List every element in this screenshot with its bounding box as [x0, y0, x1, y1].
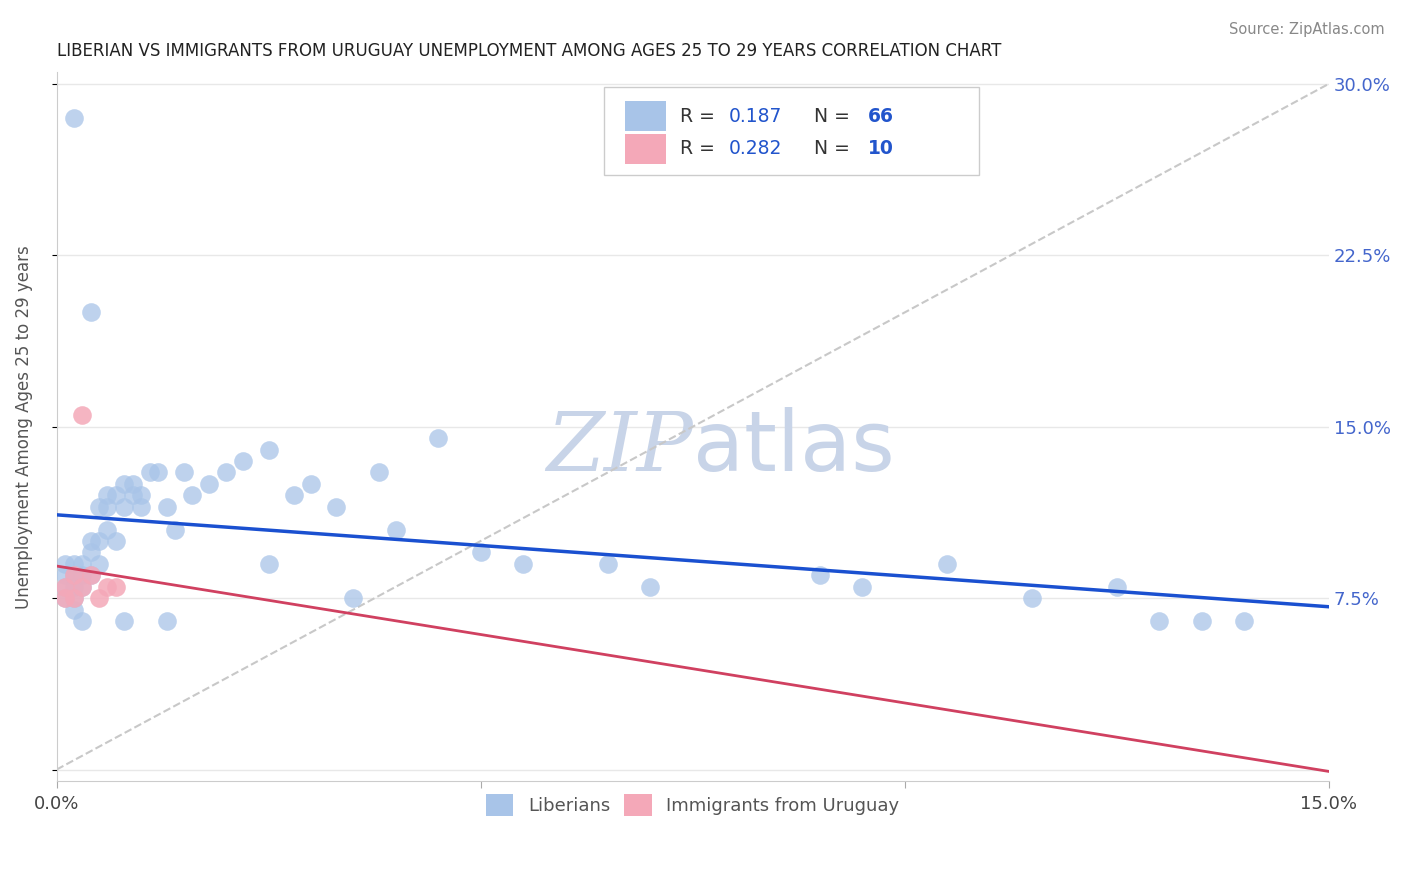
FancyBboxPatch shape	[603, 87, 979, 175]
Point	[96, 580, 118, 594]
Point	[87, 500, 110, 514]
Point	[257, 557, 280, 571]
Point	[596, 557, 619, 571]
Text: ZIP: ZIP	[546, 408, 693, 488]
Point	[640, 580, 662, 594]
Point	[283, 488, 305, 502]
Point	[1021, 591, 1043, 606]
Point	[70, 557, 93, 571]
Point	[512, 557, 534, 571]
Text: atlas: atlas	[693, 408, 894, 489]
Point	[114, 614, 136, 628]
Point	[367, 466, 389, 480]
Point	[62, 557, 84, 571]
Point	[104, 488, 127, 502]
Point	[70, 580, 93, 594]
Text: N =: N =	[814, 139, 855, 158]
Point	[53, 568, 76, 582]
Point	[79, 568, 101, 582]
Point	[70, 409, 93, 423]
Text: LIBERIAN VS IMMIGRANTS FROM URUGUAY UNEMPLOYMENT AMONG AGES 25 TO 29 YEARS CORRE: LIBERIAN VS IMMIGRANTS FROM URUGUAY UNEM…	[56, 42, 1001, 60]
Point	[53, 591, 76, 606]
Point	[70, 580, 93, 594]
Point	[215, 466, 238, 480]
Point	[299, 476, 322, 491]
Point	[87, 533, 110, 548]
Point	[79, 533, 101, 548]
Point	[96, 500, 118, 514]
Point	[104, 533, 127, 548]
Point	[325, 500, 347, 514]
Point	[181, 488, 204, 502]
Text: R =: R =	[681, 139, 721, 158]
Point	[148, 466, 170, 480]
Point	[114, 476, 136, 491]
Point	[87, 591, 110, 606]
Text: 0.282: 0.282	[728, 139, 782, 158]
Point	[936, 557, 959, 571]
Point	[232, 454, 254, 468]
Point	[87, 557, 110, 571]
Point	[79, 305, 101, 319]
Point	[131, 500, 153, 514]
Point	[53, 557, 76, 571]
Point	[851, 580, 873, 594]
FancyBboxPatch shape	[626, 134, 666, 164]
Point	[1191, 614, 1213, 628]
Point	[808, 568, 831, 582]
Point	[385, 523, 408, 537]
Point	[62, 602, 84, 616]
Point	[96, 488, 118, 502]
Text: 0.187: 0.187	[728, 107, 782, 126]
Point	[1147, 614, 1170, 628]
Text: 10: 10	[869, 139, 894, 158]
Point	[79, 545, 101, 559]
Legend: Liberians, Immigrants from Uruguay: Liberians, Immigrants from Uruguay	[477, 785, 908, 825]
Point	[257, 442, 280, 457]
Y-axis label: Unemployment Among Ages 25 to 29 years: Unemployment Among Ages 25 to 29 years	[15, 244, 32, 608]
FancyBboxPatch shape	[626, 102, 666, 131]
Point	[62, 591, 84, 606]
Point	[1105, 580, 1128, 594]
Point	[104, 580, 127, 594]
Point	[62, 111, 84, 125]
Point	[53, 591, 76, 606]
Point	[114, 500, 136, 514]
Text: N =: N =	[814, 107, 855, 126]
Point	[96, 523, 118, 537]
Point	[62, 568, 84, 582]
Point	[70, 568, 93, 582]
Text: R =: R =	[681, 107, 721, 126]
Point	[165, 523, 187, 537]
Point	[139, 466, 162, 480]
Point	[62, 568, 84, 582]
Point	[122, 476, 145, 491]
Point	[427, 431, 450, 445]
Point	[62, 591, 84, 606]
Point	[173, 466, 195, 480]
Point	[156, 500, 179, 514]
Point	[156, 614, 179, 628]
Point	[1233, 614, 1256, 628]
Point	[53, 580, 76, 594]
Point	[342, 591, 364, 606]
Text: Source: ZipAtlas.com: Source: ZipAtlas.com	[1229, 22, 1385, 37]
Point	[53, 580, 76, 594]
Point	[122, 488, 145, 502]
Point	[70, 614, 93, 628]
Point	[470, 545, 492, 559]
Point	[62, 580, 84, 594]
Point	[198, 476, 221, 491]
Text: 66: 66	[869, 107, 894, 126]
Point	[131, 488, 153, 502]
Point	[79, 568, 101, 582]
